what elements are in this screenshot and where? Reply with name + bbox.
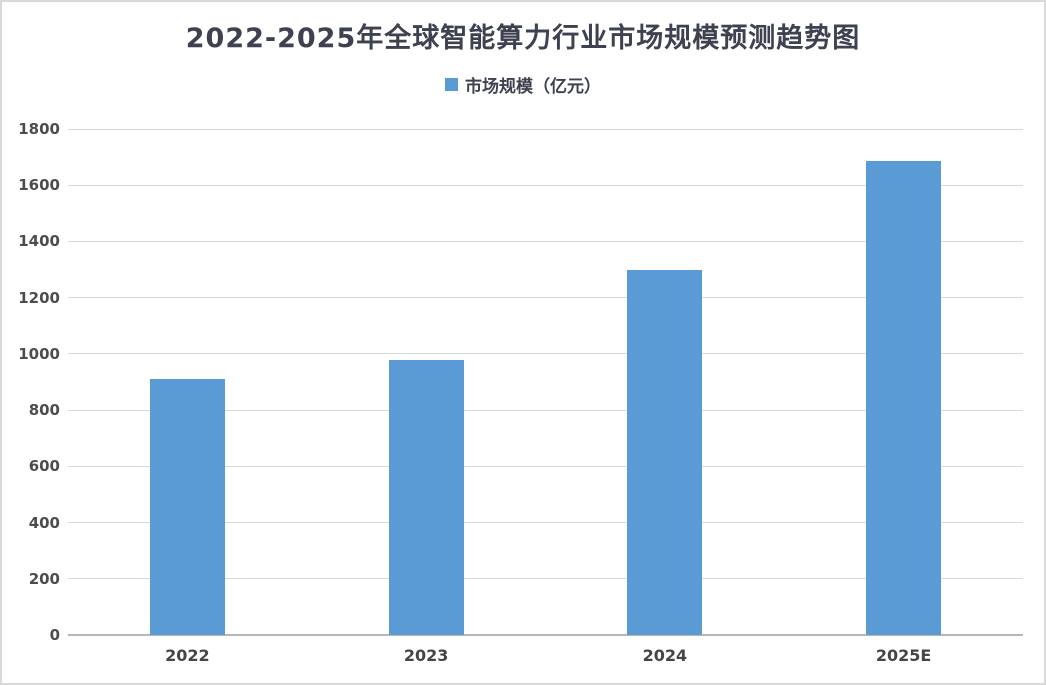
y-axis: 0 200 400 600 800 1000 1200 1400 1600 1800: [2, 120, 60, 644]
y-axis-tick-label: 800: [28, 401, 60, 420]
gridline: [68, 465, 1023, 467]
gridline: [68, 353, 1023, 355]
y-axis-tick-label: 1000: [18, 344, 60, 363]
chart-title: 2022-2025年全球智能算力行业市场规模预测趋势图: [185, 23, 861, 54]
legend: 市场规模（亿元）: [2, 72, 1044, 97]
y-axis-tick-label: 400: [28, 513, 60, 532]
gridline: [68, 409, 1023, 411]
bar-2023: [388, 359, 464, 635]
x-axis-tick-label-2022: 2022: [165, 646, 210, 665]
bar-slot-2023: [307, 129, 546, 635]
y-axis-tick-label: 1600: [18, 176, 60, 195]
gridline: [68, 522, 1023, 524]
gridline: [68, 297, 1023, 299]
x-axis: 2022 2023 2024 2025E: [68, 646, 1023, 665]
bar-slot-2022: [68, 129, 307, 635]
bar-2025E: [866, 161, 942, 635]
legend-marker-icon: [445, 78, 458, 91]
y-axis-tick-label: 600: [28, 457, 60, 476]
gridline: [68, 240, 1023, 242]
legend-label: 市场规模（亿元）: [465, 77, 601, 97]
bar-slot-2024: [546, 129, 785, 635]
x-axis-tick-label-2025E: 2025E: [875, 646, 932, 665]
plot-area: [68, 128, 1023, 636]
y-axis-tick-label: 1200: [18, 288, 60, 307]
bar-2024: [627, 269, 703, 635]
y-axis-tick-label: 0: [49, 626, 60, 644]
gridline: [68, 128, 1023, 130]
gridline: [68, 578, 1023, 580]
bar-2022: [149, 379, 225, 635]
y-axis-tick-label: 1800: [18, 120, 60, 138]
x-axis-tick-label-2023: 2023: [403, 646, 449, 665]
x-axis-line: [68, 634, 1023, 636]
y-axis-tick-label: 1400: [18, 232, 60, 251]
bar-series: [68, 129, 1023, 635]
y-axis-tick-label: 200: [28, 569, 60, 588]
x-axis-tick-label-2024: 2024: [642, 646, 688, 665]
gridline: [68, 184, 1023, 186]
bar-slot-2025E: [784, 129, 1023, 635]
